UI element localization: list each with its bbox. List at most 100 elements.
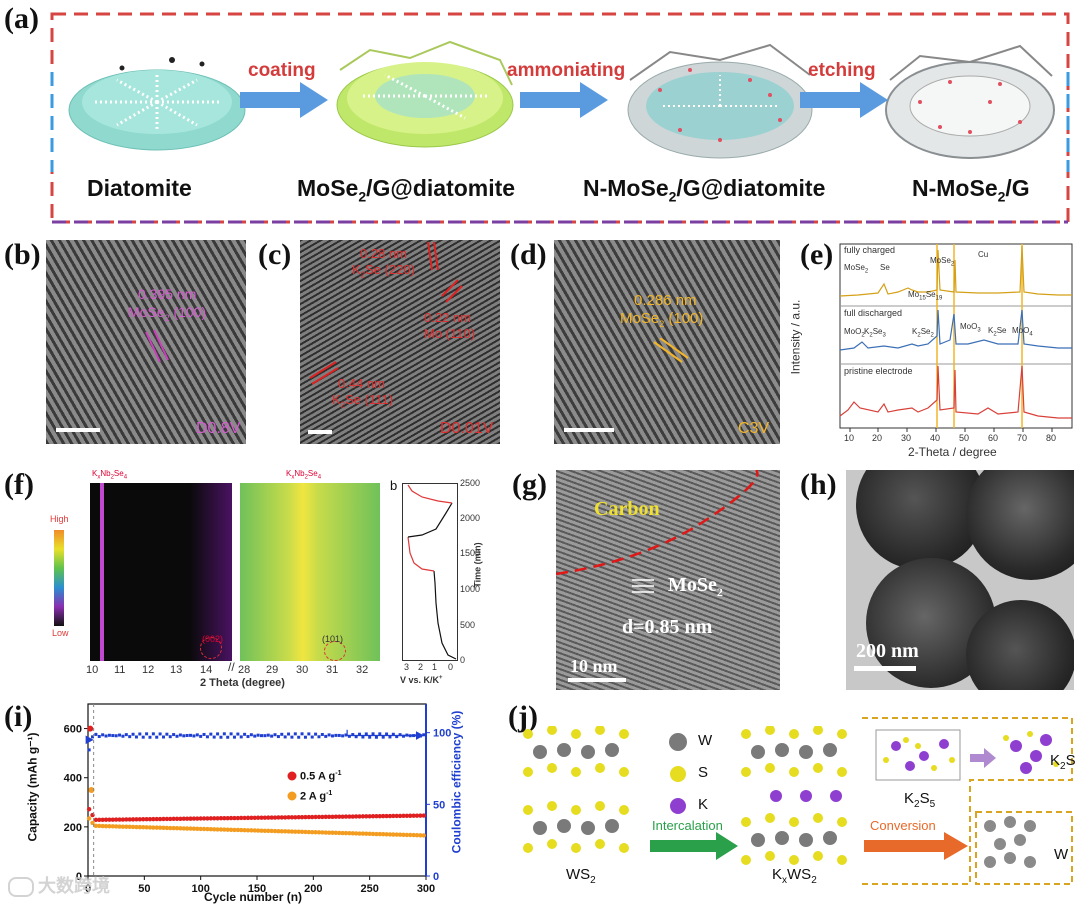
- e-mo15: Mo: [908, 290, 920, 299]
- capacity-05-point: [171, 816, 176, 822]
- capacity-05-point: [225, 815, 230, 821]
- plot-frame: [87, 703, 427, 877]
- y-tick-left-label: 600: [64, 724, 82, 736]
- capacity-2-point: [239, 827, 244, 833]
- capacity-2-point: [259, 828, 264, 833]
- trace-label-charged: fully charged: [844, 245, 896, 255]
- capacity-05-point: [326, 814, 332, 820]
- f-title-post: Se: [113, 469, 124, 478]
- ce-point: [134, 735, 138, 739]
- capacity-05-point: [124, 817, 129, 822]
- xtick-f-28: 28: [238, 664, 251, 676]
- ce-point: [232, 735, 236, 739]
- ws2-structure: [523, 726, 629, 853]
- panel-label-e: (e): [800, 238, 834, 271]
- capacity-05-point: [299, 814, 305, 820]
- capacity-2-point: [299, 829, 305, 835]
- annot-mose2-left: MoSe2: [844, 263, 868, 275]
- capacity-2-point: [370, 831, 376, 837]
- ce-point: [165, 732, 169, 736]
- capacity-05-point: [235, 815, 241, 821]
- arrow-coating: [240, 82, 328, 118]
- capacity-05-point: [394, 813, 399, 819]
- x-tick-label: 100: [191, 883, 209, 895]
- ce-point: [398, 733, 402, 737]
- lattice-marker-b: [145, 329, 169, 363]
- capacity-2-point: [161, 825, 166, 831]
- panel-label-f: (f): [4, 468, 34, 501]
- ce-point: [161, 735, 165, 739]
- panel-label-i: (i): [4, 700, 33, 733]
- vtick-1: 1: [432, 662, 438, 672]
- ce-point: [297, 735, 301, 739]
- heatmap-right: [240, 483, 380, 661]
- capacity-2-point: [357, 831, 362, 836]
- capacity-05-point: [239, 815, 244, 821]
- ce-point: [243, 732, 247, 736]
- capacity-2-point: [181, 826, 186, 831]
- ce-point: [293, 732, 297, 736]
- capacity-2-point: [391, 832, 396, 837]
- capacity-2-point: [411, 832, 416, 838]
- e-moo4: MoO: [1012, 326, 1030, 335]
- capacity-05-point: [195, 816, 200, 821]
- scalebar-g: [568, 678, 626, 682]
- capacity-05-point: [313, 814, 318, 820]
- capacity-2-point: [134, 824, 139, 830]
- capacity-05-point: [164, 816, 170, 822]
- capacity-2-point: [103, 823, 109, 829]
- ce-point: [260, 734, 264, 738]
- ce-point: [364, 732, 368, 736]
- capacity-2-point: [184, 826, 190, 831]
- voltage-b: D0.8V: [196, 420, 241, 437]
- capacity-2-point: [144, 825, 149, 830]
- peak-circle-left: [200, 637, 222, 659]
- w-label: W: [1054, 846, 1069, 863]
- ce-point: [273, 733, 277, 737]
- capacity-2-point: [110, 824, 115, 829]
- xlabel-i: Cycle number (n): [204, 890, 303, 904]
- mose2-g-diatomite-disc: [336, 40, 514, 148]
- plane-d-post: (100): [664, 310, 704, 327]
- e-k2se2: K: [912, 327, 918, 336]
- capacity-2-point: [313, 830, 318, 835]
- capacity-05-point: [343, 814, 349, 819]
- ce-point: [287, 732, 291, 736]
- annot-c2: 0.22 nm: [424, 310, 471, 325]
- ce-point: [195, 733, 199, 737]
- e-mose2-left-sub: 2: [864, 268, 869, 275]
- trace-discharged: [839, 309, 1072, 351]
- w-cell: [984, 816, 1036, 868]
- capacity-2-point: [337, 830, 342, 836]
- capacity-05-point: [188, 816, 193, 821]
- capacity-2-point: [266, 828, 271, 834]
- stage-label-n-mose2-g-diatomite: N-MoSe2/G@diatomite: [583, 175, 825, 205]
- capacity-05-point: [215, 816, 220, 821]
- ws2-label: WS2: [566, 866, 596, 886]
- ce-point: [374, 735, 378, 739]
- capacity-2-point: [130, 824, 136, 830]
- xlabel-e: 2-Theta / degree: [908, 445, 997, 459]
- stage3-post: /G@diatomite: [676, 175, 826, 201]
- xtick-f-14: 14: [200, 664, 213, 676]
- f-title2-sub: x: [291, 474, 295, 481]
- ce-point: [290, 735, 294, 739]
- y-tick-left-label: 0: [76, 871, 82, 883]
- capacity-05-point: [391, 813, 396, 819]
- capacity-05-point: [276, 815, 281, 820]
- capacity-2-point: [282, 829, 288, 834]
- capacity-2-point: [211, 827, 217, 832]
- ce-point: [229, 732, 233, 736]
- k2s-sub: 2: [1060, 761, 1066, 772]
- capacity-2-point: [323, 830, 328, 835]
- ylabel-i-right: Coulombic efficiency (%): [449, 710, 464, 854]
- capacity-2-point: [120, 824, 126, 829]
- e-k2se3: K: [864, 327, 870, 336]
- k2s5-sub2: 5: [929, 799, 936, 810]
- ce-point: [280, 732, 284, 736]
- carbon-boundary: [556, 470, 759, 593]
- capacity-05-point: [303, 814, 308, 820]
- y-tick-right-label: 0: [433, 871, 439, 883]
- capacity-2-point: [377, 831, 383, 837]
- capacity-2-point: [418, 833, 423, 838]
